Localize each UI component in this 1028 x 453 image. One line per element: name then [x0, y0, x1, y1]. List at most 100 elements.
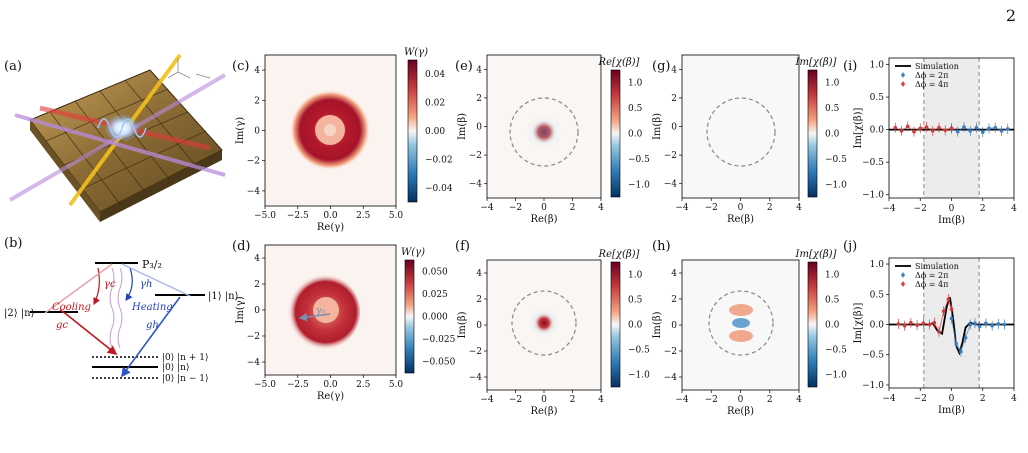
char-f-ytick-label: −4: [469, 373, 483, 383]
data-point: [968, 322, 973, 327]
data-point: [968, 129, 973, 133]
y-tick-label: −0.5: [862, 158, 884, 168]
wigner-c-cbar-tick: 0.00: [425, 127, 445, 137]
char-f-ytick-label: −2: [469, 347, 482, 357]
x-tick-label: −4: [882, 204, 896, 214]
legend-entry: Δϕ = 4π: [915, 280, 948, 289]
char-h-cbar-tick: 0.5: [825, 296, 840, 306]
char-e-ytick-label: −2: [469, 151, 482, 161]
wigner-c-ytick-label: 2: [254, 96, 260, 106]
char-g-xtick-label: 0: [738, 203, 744, 213]
wigner-d-xtick-label: −2.5: [287, 380, 309, 390]
wigner-d-xtick-label: −5.0: [254, 380, 276, 390]
y-tick-label: −1.0: [862, 191, 884, 201]
char-e-xtick-label: 4: [598, 203, 604, 213]
legend-entry: Δϕ = 2π: [915, 71, 948, 80]
char-h-xtick-label: 4: [796, 395, 802, 405]
char-plot-f: [486, 259, 621, 391]
char-h-ytick-label: 2: [671, 295, 677, 305]
data-point: [973, 321, 977, 326]
data-point: [954, 342, 958, 346]
panel-label-c: (c): [232, 59, 249, 74]
panel-label-g: (g): [652, 59, 670, 74]
data-point: [996, 322, 1001, 326]
char-g-cbar-tick: 0.0: [825, 130, 840, 140]
char-g-cbar-title: Im[χ(β)]: [795, 57, 837, 68]
char-g-cbar-tick: −1.0: [825, 180, 847, 190]
y-tick-label: 0.0: [870, 321, 885, 331]
wigner-d-xtick-label: 5.0: [389, 380, 404, 390]
wigner-c-ytick-label: −4: [247, 187, 261, 197]
wigner-d-cbar-tick: 0.025: [422, 290, 448, 300]
data-point: [1005, 127, 1010, 131]
x-tick-label: −2: [914, 394, 927, 404]
page-number: 2: [1005, 6, 1016, 25]
char-e-xlabel: Re(β): [530, 214, 557, 225]
char-e-cbar-tick: 1.0: [628, 79, 643, 89]
x-tick-label: 2: [980, 204, 986, 214]
data-point: [924, 125, 929, 129]
data-point: [949, 307, 954, 312]
data-point: [896, 322, 901, 326]
char-f-ytick-label: 0: [476, 321, 482, 331]
wigner-c-cbar-tick: −0.02: [425, 155, 453, 165]
char-g-ytick-label: 2: [671, 94, 677, 104]
wigner-c-xtick-label: 0.0: [323, 211, 338, 221]
gamma0-label: γ₀: [316, 306, 325, 316]
y-tick-label: 1.0: [870, 260, 885, 270]
data-point: [902, 323, 907, 328]
char-h-xtick-label: 0: [738, 395, 744, 405]
wigner-c-xtick-label: −5.0: [254, 211, 276, 221]
y-tick-label: −1.0: [862, 381, 884, 391]
text-layer: (a) (b) (c) (d) (e) (f) (g) (h) (i) (j) −5.0 −2.5 0.…: [4, 47, 857, 417]
char-f-xtick-label: 2: [570, 395, 576, 405]
char-g-ytick-label: −2: [664, 151, 677, 161]
panel-label-h: (h): [652, 239, 671, 254]
char-g-xtick-label: −2: [705, 203, 718, 213]
level-p32-label: P₃/₂: [142, 258, 162, 271]
char-e-ytick-label: −4: [469, 180, 483, 190]
data-point: [974, 125, 979, 130]
char-e-xtick-label: −4: [480, 203, 494, 213]
char-f-ytick-label: 2: [476, 295, 482, 305]
char-f-cbar-tick: 0.5: [628, 296, 643, 306]
panel-label-i: (i): [843, 59, 857, 74]
wigner-c-ytick-label: −2: [247, 157, 260, 167]
char-h-xtick-label: 2: [767, 395, 773, 405]
wigner-d-cbar-title: W(γ): [401, 247, 425, 258]
char-e-cbar-tick: −1.0: [628, 180, 650, 190]
level-n-minus: |0⟩ |n − 1⟩: [162, 374, 208, 384]
char-e-cbar-tick: 0.5: [628, 104, 643, 114]
level-diagram: P₃/₂ |2⟩ |n⟩ |1⟩ |n⟩ Cooling Heating γc …: [4, 258, 239, 384]
char-plot-e: [486, 54, 621, 199]
char-e-xtick-label: 2: [570, 203, 576, 213]
char-e-cbar-tick: 0.0: [628, 130, 643, 140]
wigner-c-xtick-label: 5.0: [389, 211, 404, 221]
data-point: [932, 320, 937, 325]
data-series-line: [951, 126, 1008, 133]
char-g-cbar-tick: 1.0: [825, 79, 840, 89]
y-tick-label: −0.5: [862, 351, 884, 361]
level-n-plus: |0⟩ |n + 1⟩: [162, 353, 208, 363]
data-point: [959, 349, 963, 354]
wigner-c-cbar-title: W(γ): [404, 47, 428, 58]
char-g-xtick-label: −4: [675, 203, 689, 213]
char-f-xtick-label: 0: [541, 395, 547, 405]
wigner-c-cbar-tick: 0.02: [425, 99, 445, 109]
char-f-ylabel: Im(β): [457, 311, 468, 338]
char-f-xtick-label: −4: [480, 395, 494, 405]
data-point: [941, 309, 946, 314]
char-f-cbar-tick: −1.0: [628, 371, 650, 381]
wigner-d-cbar-tick: 0.050: [422, 267, 448, 277]
panel-label-d: (d): [232, 239, 250, 254]
data-point: [946, 297, 951, 301]
x-tick-label: 2: [980, 394, 986, 404]
wigner-c-ytick-label: 4: [254, 66, 260, 76]
char-h-xtick-label: −2: [705, 395, 718, 405]
level-right-state: |1⟩ |n⟩: [208, 291, 239, 302]
wigner-d-xtick-label: 2.5: [356, 380, 371, 390]
char-plot-g: [681, 54, 818, 199]
chart-i: −4 −2 0 2 4 1.0 0.5 0.0 −0.5 −1.0 Im(β) Im[χ(β)] Sim…: [853, 57, 1017, 226]
char-g-cbar-tick: −0.5: [825, 155, 847, 165]
